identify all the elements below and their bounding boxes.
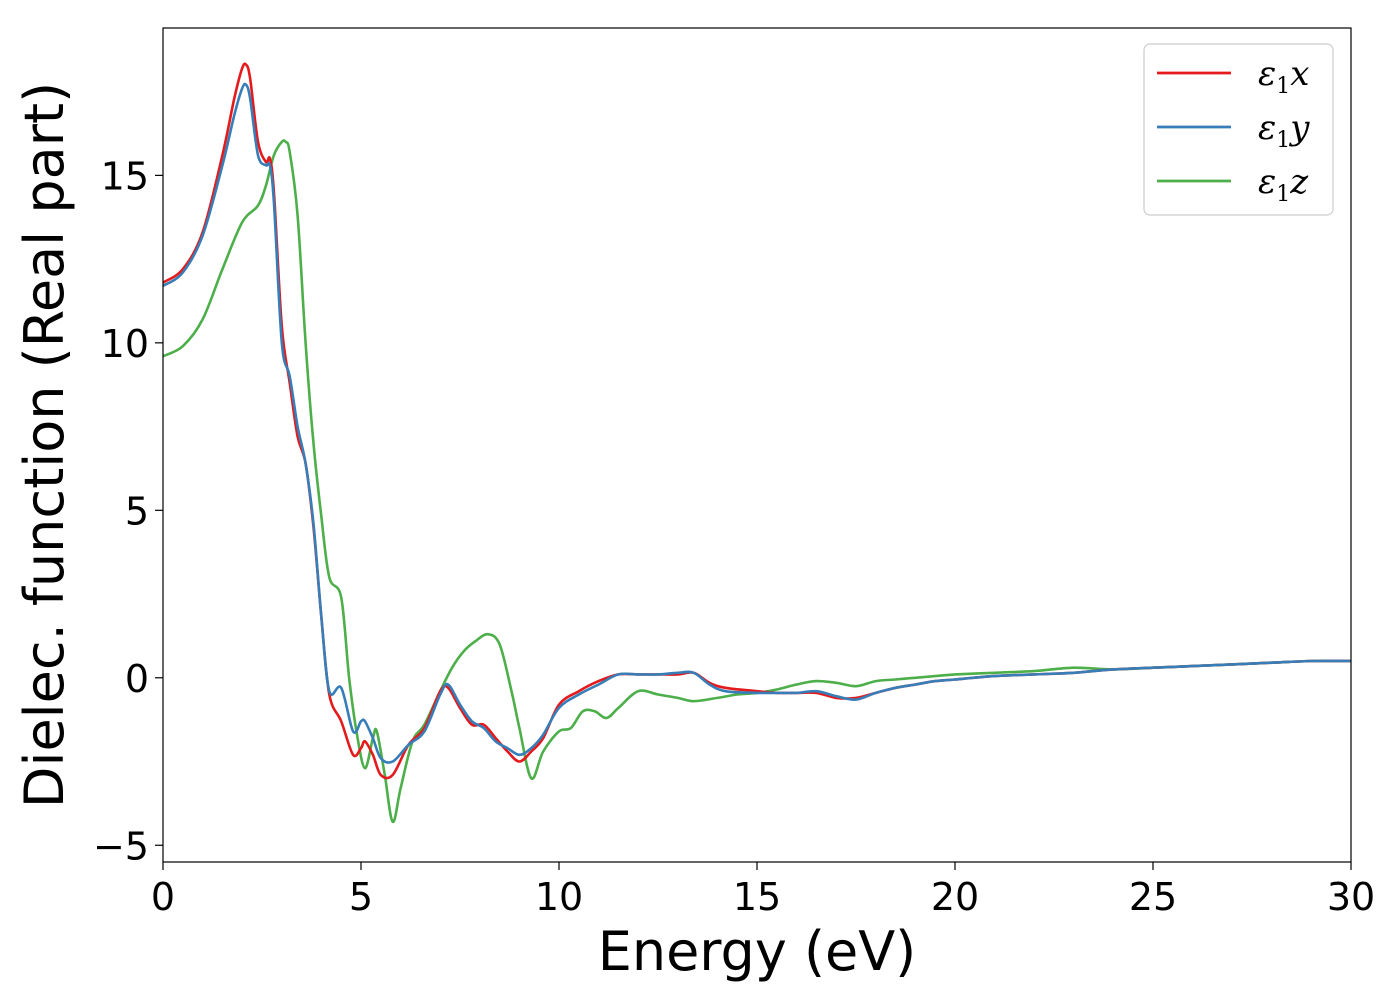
legend-label-symbol: ε <box>1258 108 1276 148</box>
x-tick-label: 25 <box>1129 875 1177 919</box>
legend-label-component: y <box>1288 108 1310 148</box>
x-axis-title: Energy (eV) <box>598 920 917 983</box>
y-tick-label: 15 <box>101 154 149 198</box>
y-tick-label: 0 <box>125 657 149 701</box>
legend-label-x: ε1x <box>1258 54 1309 99</box>
series-line-z <box>162 139 1352 824</box>
y-tick-label: 5 <box>125 489 149 533</box>
legend-label-symbol: ε <box>1258 54 1276 94</box>
x-tick-label: 20 <box>931 875 979 919</box>
x-axis: 0 5 10 15 20 25 30 <box>151 862 1375 919</box>
y-tick-label: 10 <box>101 322 149 366</box>
x-tick-label: 5 <box>349 875 373 919</box>
x-tick-label: 10 <box>535 875 583 919</box>
legend-label-subscript: 1 <box>1276 74 1290 99</box>
x-tick-label: 0 <box>151 875 175 919</box>
legend-label-symbol: ε <box>1258 162 1276 202</box>
legend-box <box>1143 43 1334 216</box>
legend-label-y: ε1y <box>1258 108 1310 153</box>
series-line-y <box>162 82 1352 764</box>
legend-label-subscript: 1 <box>1276 182 1290 207</box>
y-axis: −5 0 5 10 15 <box>93 154 163 868</box>
legend-label-component: x <box>1290 54 1309 94</box>
plot-series <box>162 62 1352 824</box>
x-tick-label: 30 <box>1327 875 1375 919</box>
legend-label-z: ε1z <box>1258 162 1309 207</box>
legend-label-subscript: 1 <box>1276 128 1290 153</box>
y-tick-label: −5 <box>93 824 149 868</box>
x-tick-label: 15 <box>733 875 781 919</box>
legend-label-component: z <box>1289 162 1309 202</box>
y-axis-title: Dielec. function (Real part) <box>13 82 76 808</box>
